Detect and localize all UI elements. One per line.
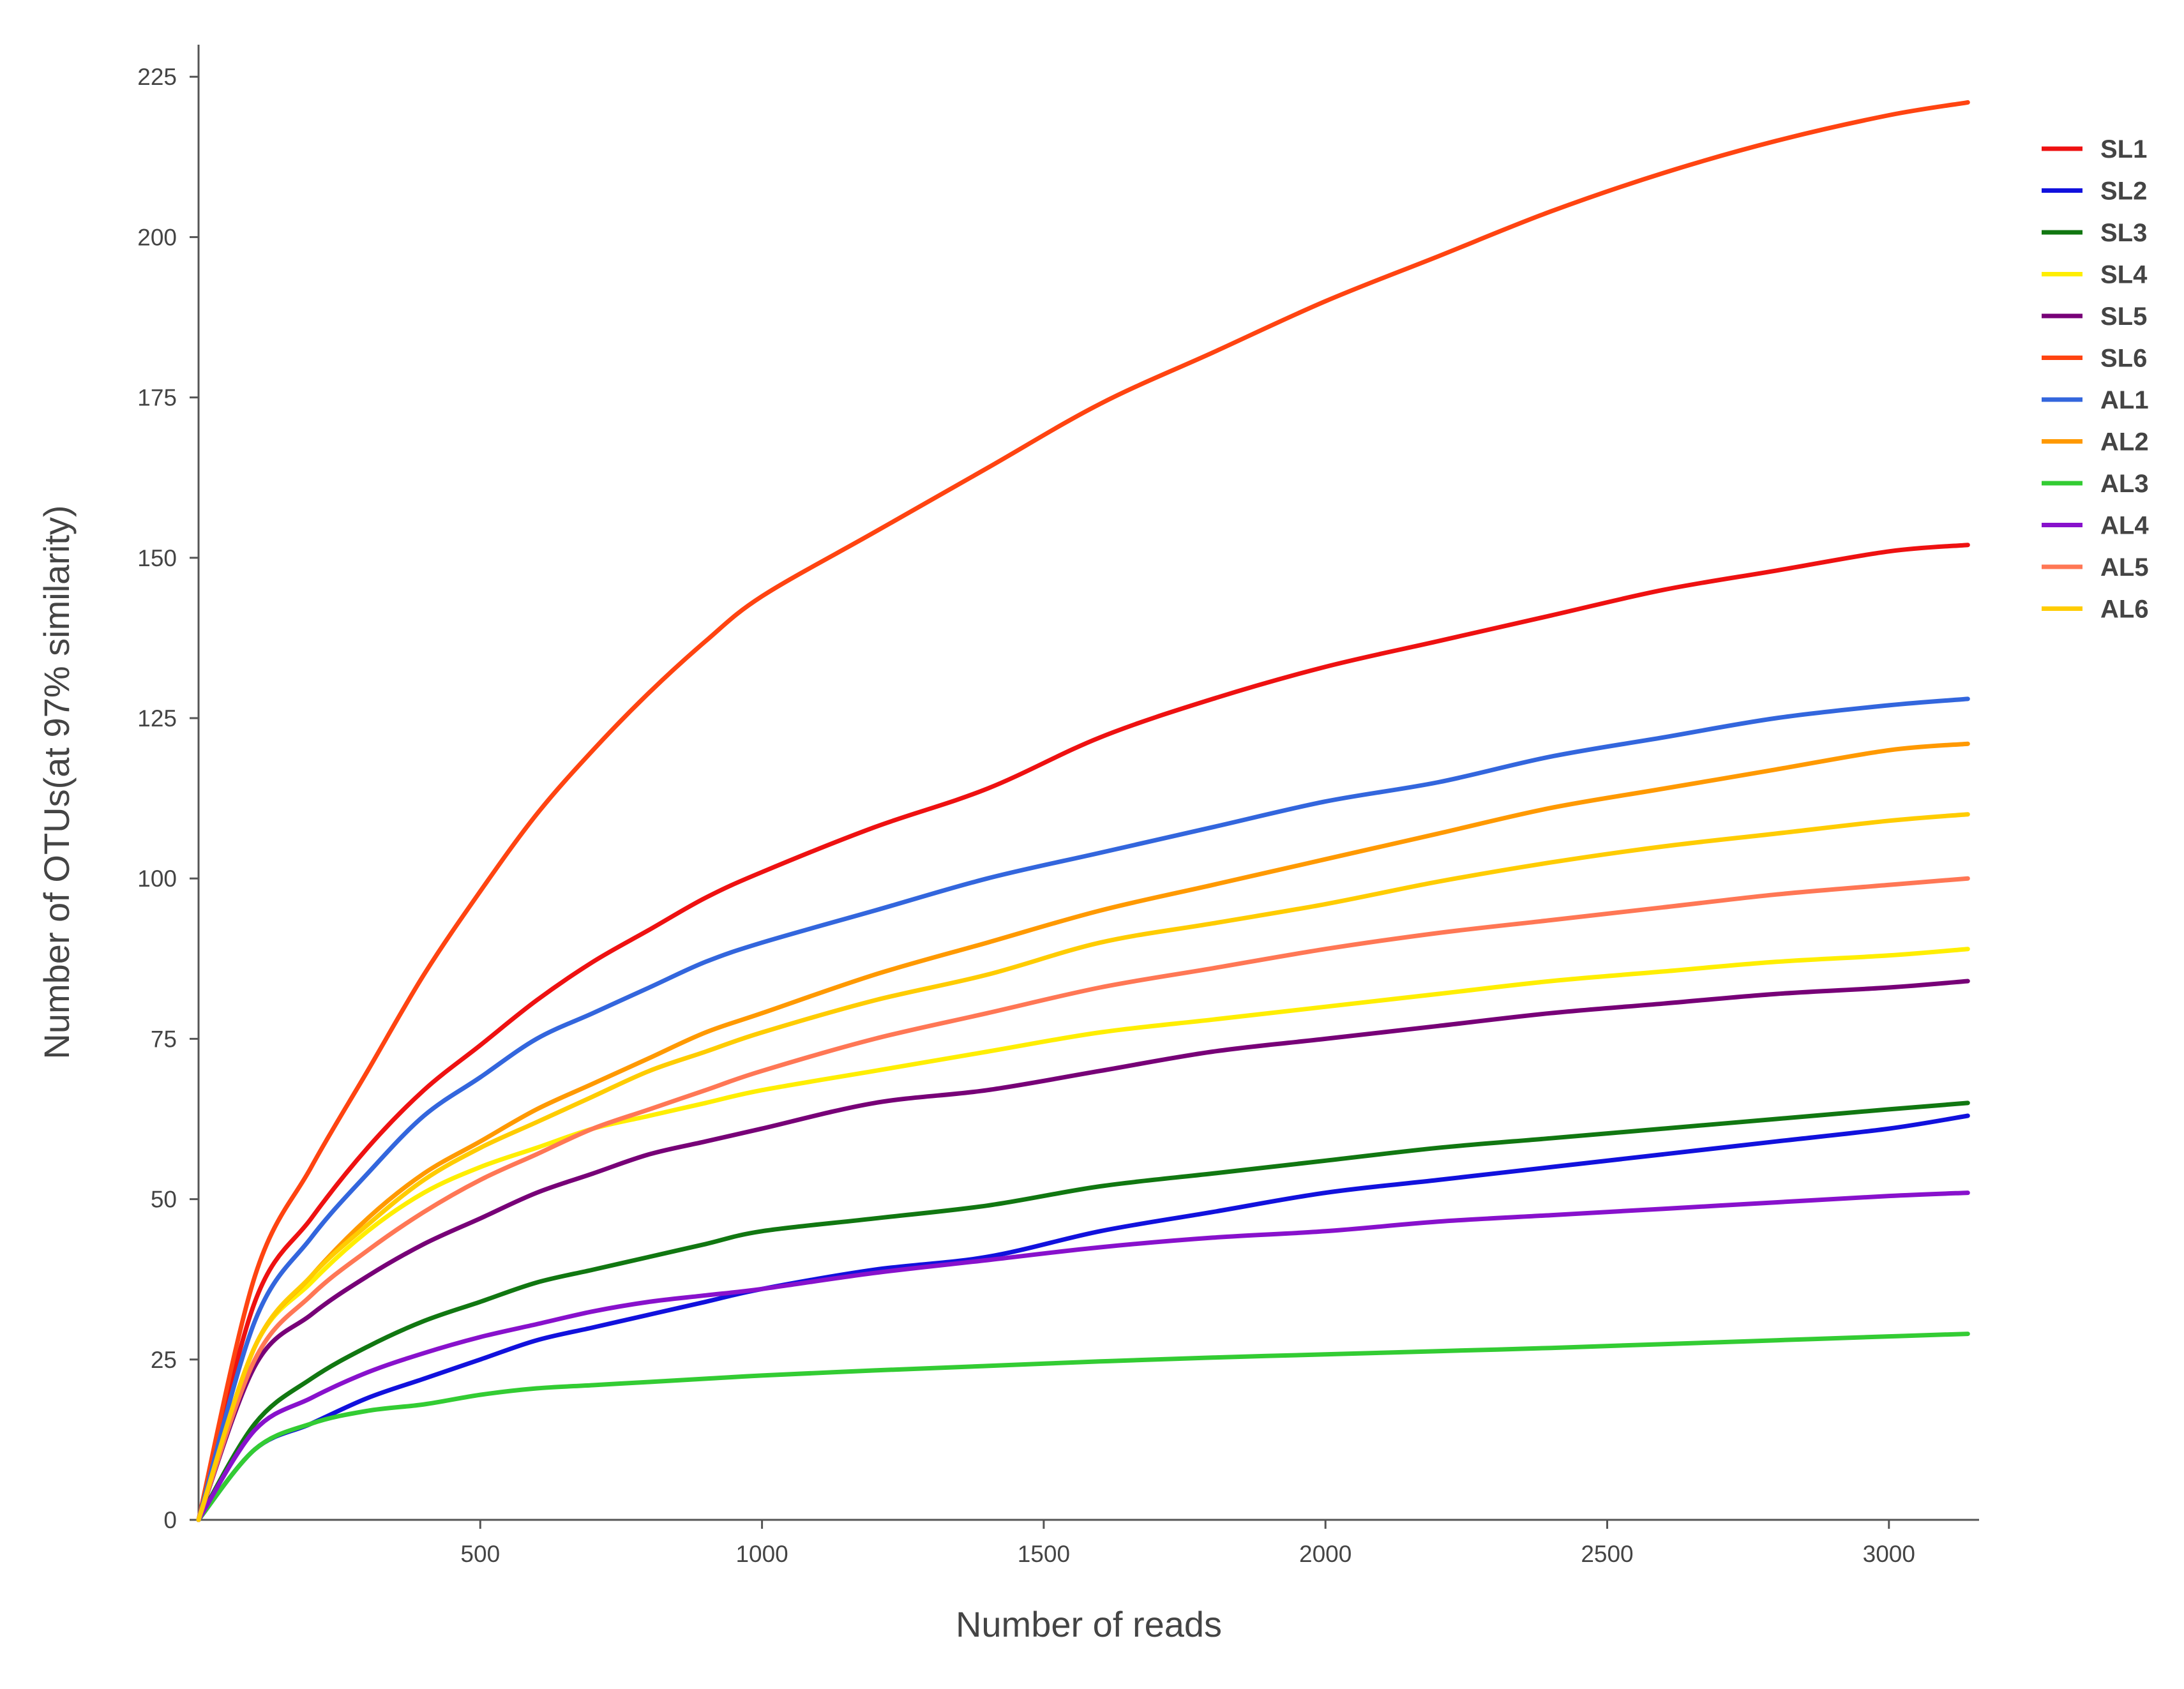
legend-label-al2: AL2 (2100, 428, 2149, 456)
series-line-al2 (196, 741, 1970, 1522)
y-tick-label: 125 (137, 705, 177, 732)
x-tick-label: 2500 (1581, 1541, 1633, 1567)
x-axis-ticks: 500 1000 1500 2000 2500 3000 (460, 1520, 1915, 1567)
legend-label-al4: AL4 (2100, 512, 2149, 540)
series-line-sl5 (196, 979, 1970, 1522)
x-tick-label: 500 (460, 1541, 500, 1567)
axes (197, 45, 1979, 1521)
legend-label-al3: AL3 (2100, 470, 2149, 498)
series-line-al6 (196, 812, 1970, 1522)
legend-label-sl4: SL4 (2100, 261, 2148, 289)
legend-label-sl2: SL2 (2100, 177, 2147, 206)
y-axis-ticks: 0 25 50 75 100 125 150 175 200 225 (137, 64, 199, 1533)
x-tick-label: 3000 (1863, 1541, 1915, 1567)
y-tick-label: 50 (151, 1187, 177, 1213)
series-lines (196, 100, 1970, 1522)
legend-label-sl6: SL6 (2100, 345, 2147, 373)
y-tick-label: 0 (163, 1507, 177, 1533)
series-line-sl6 (196, 100, 1970, 1522)
y-tick-label: 150 (137, 545, 177, 571)
x-tick-label: 1000 (735, 1541, 788, 1567)
y-axis-title: Number of OTUs(at 97% similarity) (36, 505, 77, 1059)
legend-label-sl1: SL1 (2100, 135, 2147, 163)
y-tick-label: 25 (151, 1347, 177, 1373)
x-tick-label: 2000 (1299, 1541, 1352, 1567)
series-line-sl1 (196, 543, 1970, 1522)
series-line-sl3 (196, 1100, 1970, 1522)
legend: SL1 SL2 SL3 SL4 SL5 SL6 AL1 AL2 AL3 AL4 AL5 AL6 (2042, 135, 2149, 624)
legend-label-sl3: SL3 (2100, 219, 2147, 247)
series-line-al5 (196, 876, 1970, 1522)
series-line-sl2 (196, 1113, 1970, 1522)
series-line-sl4 (196, 947, 1970, 1522)
series-line-al1 (196, 696, 1970, 1522)
y-tick-label: 225 (137, 64, 177, 90)
legend-label-al1: AL1 (2100, 386, 2149, 414)
y-tick-label: 200 (137, 224, 177, 250)
legend-label-sl5: SL5 (2100, 303, 2147, 331)
x-axis-title: Number of reads (956, 1604, 1222, 1644)
y-tick-label: 100 (137, 866, 177, 892)
y-tick-label: 75 (151, 1026, 177, 1052)
series-line-al4 (196, 1190, 1970, 1522)
legend-label-al6: AL6 (2100, 596, 2149, 624)
x-tick-label: 1500 (1018, 1541, 1070, 1567)
y-tick-label: 175 (137, 385, 177, 411)
legend-label-al5: AL5 (2100, 553, 2149, 582)
series-line-al3 (196, 1332, 1970, 1522)
